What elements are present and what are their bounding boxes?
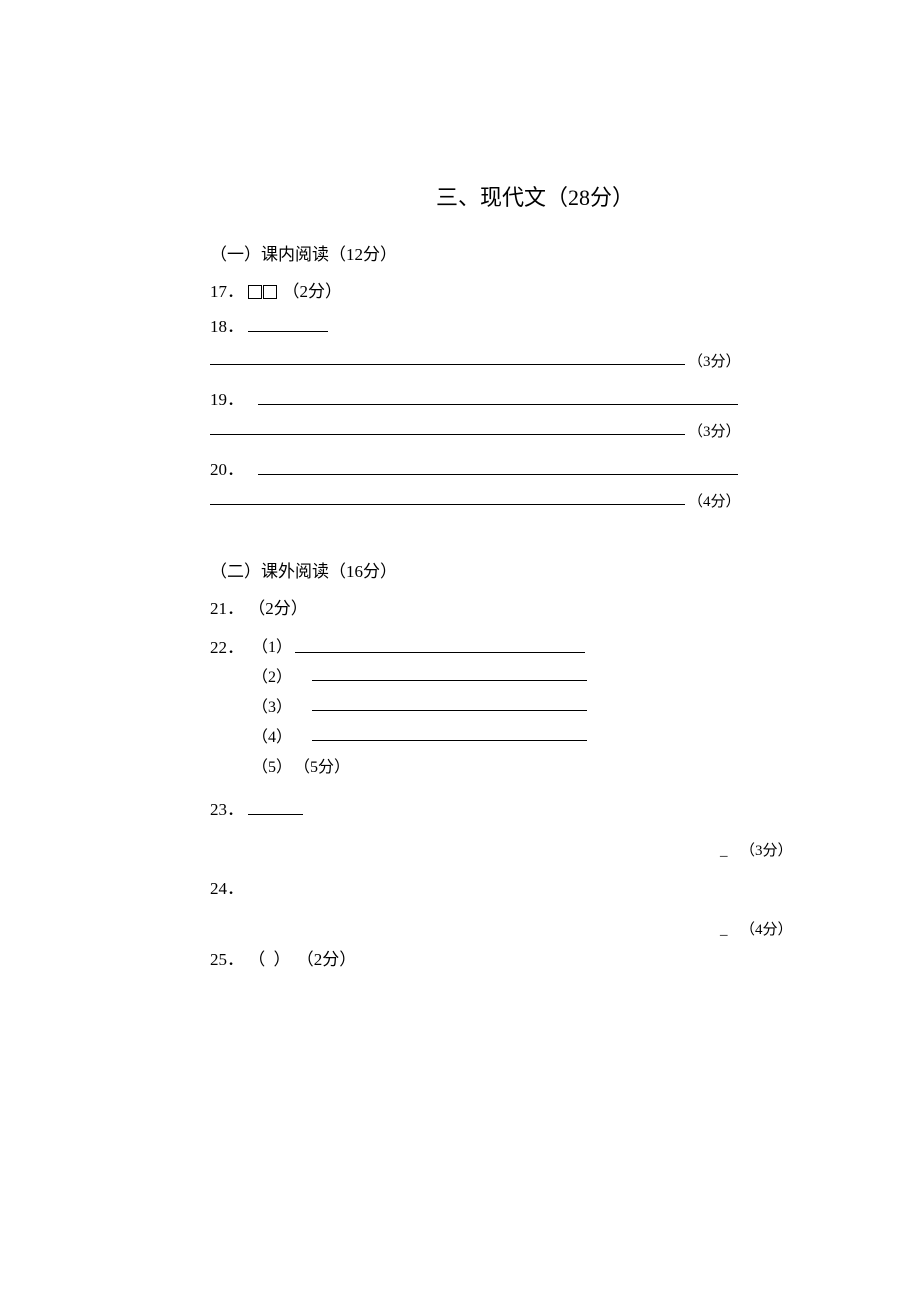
exam-page: 三、现代文（28分） （一）课内阅读（12分） 17． （2分） 18． （3分… <box>0 0 920 970</box>
answer-blank[interactable] <box>312 710 587 711</box>
answer-line: _ （3分） <box>210 830 800 858</box>
q18-points: （3分） <box>688 350 741 371</box>
q25-number: 25． <box>210 945 244 970</box>
q24-points: （4分） <box>740 918 793 939</box>
q18-number: 18． <box>210 312 244 337</box>
question-22: 22． （1） <box>210 633 800 655</box>
answer-blank[interactable] <box>295 652 585 653</box>
q22-sub4: （4） <box>252 723 800 745</box>
question-19: 19． <box>210 385 800 407</box>
q22-sub2-label: （2） <box>252 663 290 687</box>
q22-number: 22． <box>210 633 244 658</box>
subsection-b-heading: （二）课外阅读（16分） <box>210 557 800 582</box>
q24-number: 24． <box>210 874 244 899</box>
answer-blank[interactable] <box>248 313 328 332</box>
q22-sub5-label: （5） <box>252 753 290 777</box>
question-23: 23． <box>210 795 800 820</box>
q20-number: 20． <box>210 455 244 480</box>
answer-blank[interactable] <box>258 404 738 405</box>
q21-number: 21． <box>210 594 244 619</box>
answer-line[interactable]: （3分） <box>210 417 800 439</box>
answer-blank[interactable] <box>248 796 303 815</box>
question-18: 18． <box>210 312 800 337</box>
answer-box[interactable] <box>248 285 262 299</box>
q22-sub3-label: （3） <box>252 693 290 717</box>
question-24: 24． <box>210 874 800 899</box>
question-17: 17． （2分） <box>210 277 800 302</box>
question-25: 25． （ ） （2分） <box>210 945 800 970</box>
answer-blank[interactable] <box>258 474 738 475</box>
q19-number: 19． <box>210 385 244 410</box>
q22-sub5-points: （5分） <box>294 759 350 776</box>
q25-paren[interactable]: （ ） <box>248 950 292 969</box>
q22-sub3: （3） <box>252 693 800 715</box>
section-title: 三、现代文（28分） <box>270 180 800 212</box>
q25-points: （2分） <box>297 950 357 969</box>
answer-blank[interactable] <box>312 680 587 681</box>
question-21: 21． （2分） <box>210 594 800 619</box>
answer-box[interactable] <box>263 285 277 299</box>
q22-sub5: （5） （5分） <box>252 753 800 775</box>
q17-points: （2分） <box>283 282 343 301</box>
q24-trail: _ <box>720 922 728 939</box>
subsection-a-heading: （一）课内阅读（12分） <box>210 240 800 265</box>
q23-trail: _ <box>720 843 728 860</box>
answer-line[interactable]: （3分） <box>210 347 800 369</box>
answer-line: _ （4分） <box>210 909 800 937</box>
q23-points: （3分） <box>740 839 793 860</box>
q22-sub1-label: （1） <box>252 633 292 657</box>
q19-points: （3分） <box>688 420 741 441</box>
answer-line[interactable]: （4分） <box>210 487 800 509</box>
q22-sub4-label: （4） <box>252 723 290 747</box>
q20-points: （4分） <box>688 490 741 511</box>
q22-sub2: （2） <box>252 663 800 685</box>
question-20: 20． <box>210 455 800 477</box>
q17-number: 17． <box>210 277 244 302</box>
q21-points: （2分） <box>248 599 308 618</box>
answer-blank[interactable] <box>312 740 587 741</box>
q23-number: 23． <box>210 795 244 820</box>
